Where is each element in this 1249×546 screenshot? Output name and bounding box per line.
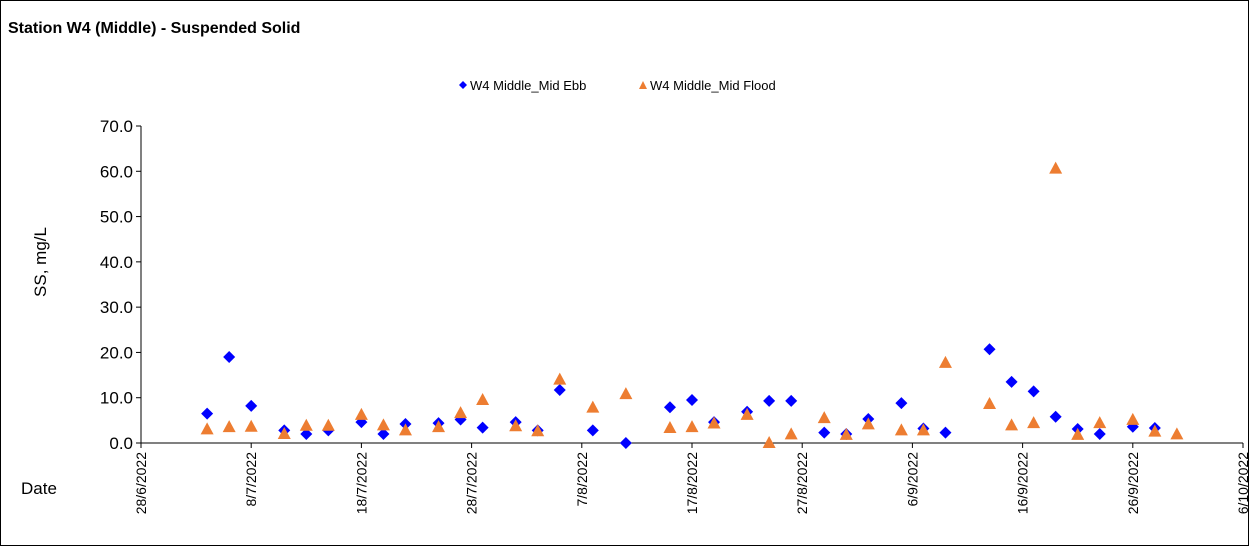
data-point: [619, 437, 632, 449]
data-point: [586, 400, 600, 413]
data-point: [222, 420, 236, 433]
data-point: [839, 427, 853, 440]
x-axis-ticks: 28/6/2022 8/7/2022 18/7/2022 28/7/2022 7/8/2…: [133, 443, 1249, 514]
data-point: [861, 417, 875, 430]
data-point: [1093, 427, 1106, 440]
x-tick-label: 6/9/2022: [904, 452, 920, 507]
y-tick-label: 0.0: [109, 434, 133, 453]
x-tick-label: 8/7/2022: [243, 452, 259, 507]
y-axis-ticks: 0.0 10.0 20.0 30.0 40.0 50.0 60.0 70.0: [100, 117, 141, 453]
legend: W4 Middle_Mid Ebb W4 Middle_Mid Flood: [459, 78, 776, 93]
data-point: [1049, 161, 1063, 174]
data-point: [300, 427, 313, 440]
data-point: [553, 372, 567, 385]
data-point: [1005, 375, 1018, 388]
data-point: [1005, 418, 1019, 431]
y-tick-label: 20.0: [100, 343, 133, 362]
y-tick-label: 40.0: [100, 253, 133, 272]
y-axis-label: SS, mg/L: [31, 227, 50, 297]
y-tick-label: 60.0: [100, 162, 133, 181]
data-point: [983, 343, 996, 356]
data-point: [740, 407, 754, 420]
y-tick-label: 50.0: [100, 208, 133, 227]
data-point: [619, 387, 633, 400]
data-point: [939, 426, 952, 439]
data-point: [376, 418, 390, 431]
legend-flood-label: W4 Middle_Mid Flood: [650, 78, 776, 93]
data-point: [244, 419, 258, 432]
data-point: [763, 394, 776, 407]
data-point: [201, 407, 214, 420]
data-point: [223, 350, 236, 363]
data-point: [354, 407, 368, 420]
data-point: [762, 436, 776, 448]
data-point: [817, 411, 831, 424]
data-point: [784, 427, 798, 440]
data-point: [685, 420, 699, 433]
data-point: [454, 406, 468, 419]
series-ebb: [201, 343, 1161, 449]
data-point: [895, 397, 908, 410]
chart-title: Station W4 (Middle) - Suspended Solid: [8, 20, 301, 37]
legend-ebb-marker: [459, 81, 467, 89]
data-point: [586, 424, 599, 437]
data-point: [1027, 416, 1041, 429]
data-point: [509, 419, 523, 432]
y-tick-label: 10.0: [100, 389, 133, 408]
x-tick-label: 6/10/2022: [1235, 452, 1249, 514]
data-point: [707, 416, 721, 429]
data-point: [938, 355, 952, 368]
x-tick-label: 16/9/2022: [1015, 452, 1031, 514]
x-axis-label: Date: [21, 479, 57, 498]
x-tick-label: 28/6/2022: [133, 452, 149, 514]
legend-flood-marker: [639, 81, 647, 89]
data-point: [1093, 416, 1107, 429]
data-points: [200, 161, 1184, 449]
data-point: [785, 394, 798, 407]
y-tick-label: 30.0: [100, 298, 133, 317]
x-tick-label: 18/7/2022: [353, 452, 369, 514]
data-point: [1126, 412, 1140, 425]
data-point: [476, 421, 489, 434]
x-tick-label: 26/9/2022: [1125, 452, 1141, 514]
data-point: [553, 384, 566, 397]
data-point: [200, 422, 214, 435]
data-point: [432, 420, 446, 433]
y-tick-label: 70.0: [100, 117, 133, 136]
data-point: [1170, 427, 1184, 440]
x-tick-label: 28/7/2022: [464, 452, 480, 514]
x-tick-label: 17/8/2022: [684, 452, 700, 514]
data-point: [916, 423, 930, 436]
data-point: [1148, 424, 1162, 437]
data-point: [1071, 427, 1085, 440]
data-point: [983, 397, 997, 410]
x-tick-label: 27/8/2022: [794, 452, 810, 514]
data-point: [277, 426, 291, 439]
data-point: [321, 418, 335, 431]
data-point: [299, 418, 313, 431]
legend-ebb-label: W4 Middle_Mid Ebb: [470, 78, 586, 93]
data-point: [398, 423, 412, 436]
data-point: [818, 426, 831, 439]
x-tick-label: 7/8/2022: [574, 452, 590, 507]
data-point: [894, 423, 908, 436]
data-point: [1049, 410, 1062, 423]
data-point: [245, 399, 258, 412]
data-point: [663, 401, 676, 414]
data-point: [531, 424, 545, 437]
data-point: [377, 427, 390, 440]
data-point: [1027, 385, 1040, 398]
data-point: [686, 393, 698, 406]
series-flood: [200, 161, 1184, 448]
data-point: [663, 421, 677, 434]
data-point: [476, 392, 490, 405]
